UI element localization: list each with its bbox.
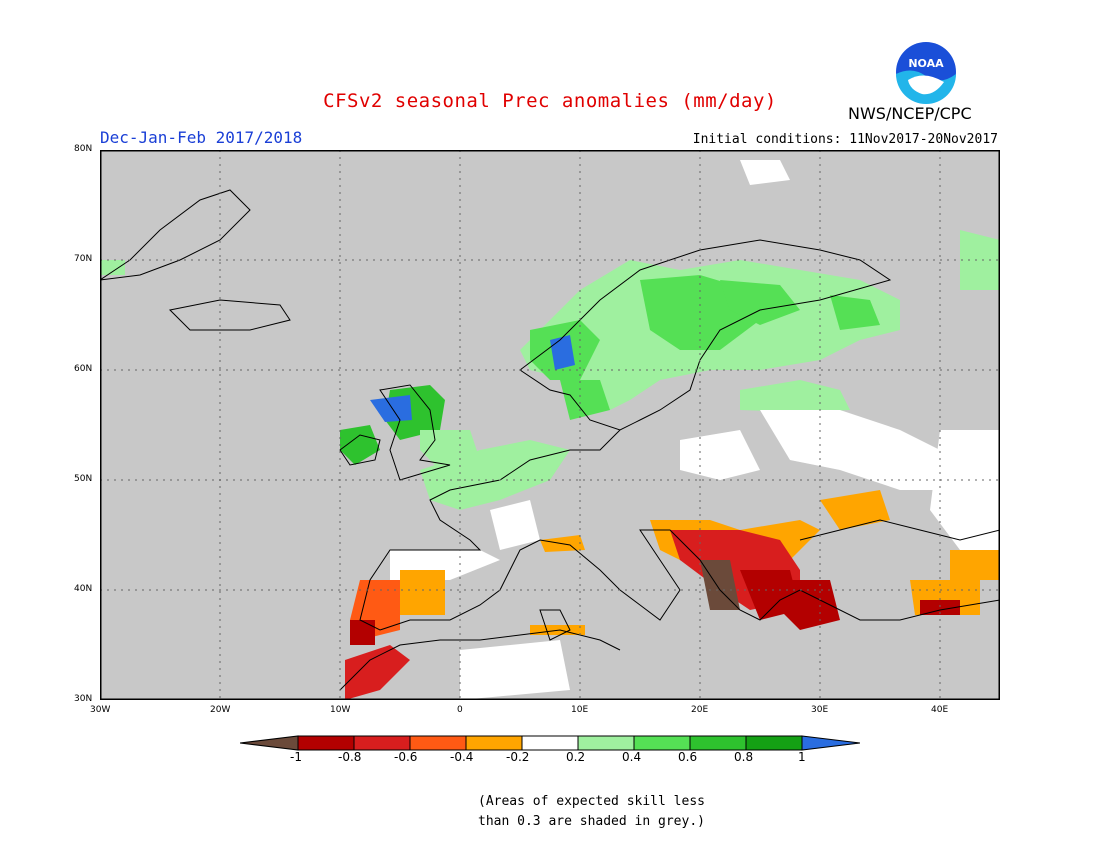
lon-label-20w: 20W [210,705,231,715]
colorbar-tick-label: 0.8 [734,750,754,764]
lon-label-20e: 20E [691,705,709,715]
lon-label-40e: 40E [931,705,949,715]
lat-label-30n: 30N [74,694,93,704]
colorbar-tick-label: -0.4 [450,750,474,764]
lat-label-70n: 70N [74,254,93,264]
lon-label-0: 0 [457,705,463,715]
lon-label-10w: 10W [330,705,351,715]
colorbar-arrow-high [801,735,860,751]
graticule [100,150,1000,700]
lat-label-80n: 80N [74,144,93,154]
season-label: Dec-Jan-Feb 2017/2018 [100,128,303,147]
colorbar-tick-label: -0.2 [506,750,530,764]
positive-anomaly-west [100,260,570,510]
colorbar-box [297,735,355,751]
colorbar-arrow-low [240,735,299,751]
colorbar-box [353,735,411,751]
skill-note: (Areas of expected skill less than 0.3 a… [478,792,705,832]
colorbar-box [689,735,747,751]
initial-conditions: Initial conditions: 11Nov2017-20Nov2017 [692,132,998,147]
colorbar-tick-label: -1 [290,750,302,764]
lon-label-10e: 10E [571,705,589,715]
lon-label-30e: 30E [811,705,829,715]
colorbar-box [745,735,803,751]
colorbar-tick-label: -0.8 [338,750,362,764]
lat-label-60n: 60N [74,364,93,374]
colorbar-tick-label: 0.6 [678,750,698,764]
skill-note-line-2: than 0.3 are shaded in grey.) [478,814,705,829]
lat-label-40n: 40N [74,584,93,594]
colorbar-box [577,735,635,751]
coastlines [100,189,1000,691]
colorbar-tick-label: 0.2 [566,750,586,764]
map-title: CFSv2 seasonal Prec anomalies (mm/day) [323,90,777,112]
colorbar-box [465,735,523,751]
logo-text: NOAA [908,57,944,70]
anomaly-map [100,150,1000,700]
colorbar-tick-label: 0.4 [622,750,642,764]
colorbar-tick-label: -0.6 [394,750,418,764]
organization-label: NWS/NCEP/CPC [848,104,972,123]
colorbar-box [633,735,691,751]
lat-label-50n: 50N [74,474,93,484]
colorbar-box [521,735,579,751]
map-frame [100,150,1000,700]
colorbar-box [409,735,467,751]
colorbar [240,735,860,751]
lon-label-30w: 30W [90,705,111,715]
colorbar-tick-label: 1 [798,750,806,764]
noaa-logo: NOAA [894,40,958,104]
skill-note-line-1: (Areas of expected skill less [478,794,705,809]
